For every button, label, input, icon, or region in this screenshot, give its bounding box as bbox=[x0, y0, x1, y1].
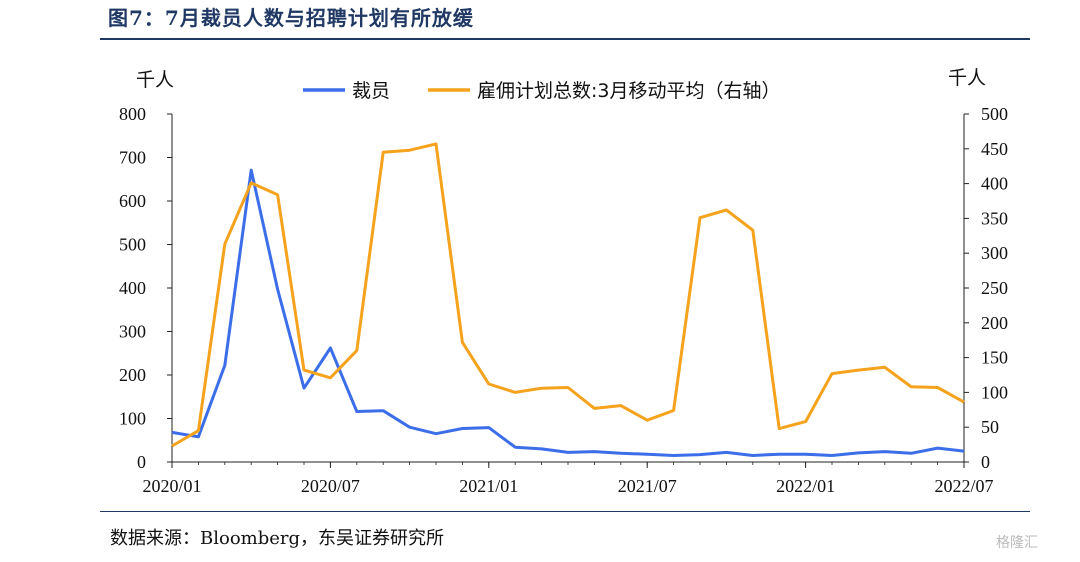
x-tick-label: 2022/01 bbox=[776, 476, 835, 496]
figure-title: 图7：7月裁员人数与招聘计划有所放缓 bbox=[108, 6, 474, 30]
left-axis-unit: 千人 bbox=[136, 69, 174, 91]
title-rule bbox=[100, 38, 1030, 40]
x-tick-label: 2020/01 bbox=[142, 476, 201, 496]
right-tick-label: 100 bbox=[981, 382, 1008, 402]
right-axis-unit: 千人 bbox=[948, 67, 986, 89]
left-tick-label: 100 bbox=[119, 409, 146, 429]
right-tick-label: 150 bbox=[981, 348, 1008, 368]
axes-group: 0 100 200 300 400 500 600 700 800 0 50 100 150 200 250… bbox=[119, 104, 1008, 496]
legend-label-layoffs: 裁员 bbox=[352, 80, 390, 102]
x-tick-label: 2021/01 bbox=[459, 476, 518, 496]
right-tick-label: 400 bbox=[981, 174, 1008, 194]
x-tick-label: 2022/07 bbox=[934, 476, 993, 496]
right-tick-label: 300 bbox=[981, 243, 1008, 263]
left-tick-label: 200 bbox=[119, 365, 146, 385]
left-tick-label: 700 bbox=[119, 148, 146, 168]
x-tick-label: 2021/07 bbox=[618, 476, 677, 496]
watermark-logo: 格隆汇 bbox=[996, 535, 1038, 551]
legend-label-hiring-plans: 雇佣计划总数:3月移动平均（右轴） bbox=[477, 80, 781, 102]
left-tick-label: 800 bbox=[119, 104, 146, 124]
left-tick-label: 300 bbox=[119, 322, 146, 342]
left-tick-label: 600 bbox=[119, 191, 146, 211]
source-note: 数据来源：Bloomberg，东吴证券研究所 bbox=[110, 528, 445, 549]
right-tick-label: 200 bbox=[981, 313, 1008, 333]
x-tick-label: 2020/07 bbox=[301, 476, 360, 496]
right-tick-label: 0 bbox=[981, 452, 990, 472]
right-tick-label: 350 bbox=[981, 208, 1008, 228]
left-tick-label: 400 bbox=[119, 278, 146, 298]
left-tick-label: 500 bbox=[119, 235, 146, 255]
right-tick-label: 250 bbox=[981, 278, 1008, 298]
series-line-layoffs bbox=[171, 168, 965, 457]
left-tick-label: 0 bbox=[137, 452, 146, 472]
legend: 裁员 雇佣计划总数:3月移动平均（右轴） bbox=[303, 80, 781, 102]
right-tick-label: 50 bbox=[981, 417, 999, 437]
series-lines bbox=[171, 142, 965, 457]
right-tick-label: 500 bbox=[981, 104, 1008, 124]
right-tick-label: 450 bbox=[981, 139, 1008, 159]
series-line-hiring-plans bbox=[171, 142, 965, 448]
source-rule bbox=[100, 511, 1030, 512]
